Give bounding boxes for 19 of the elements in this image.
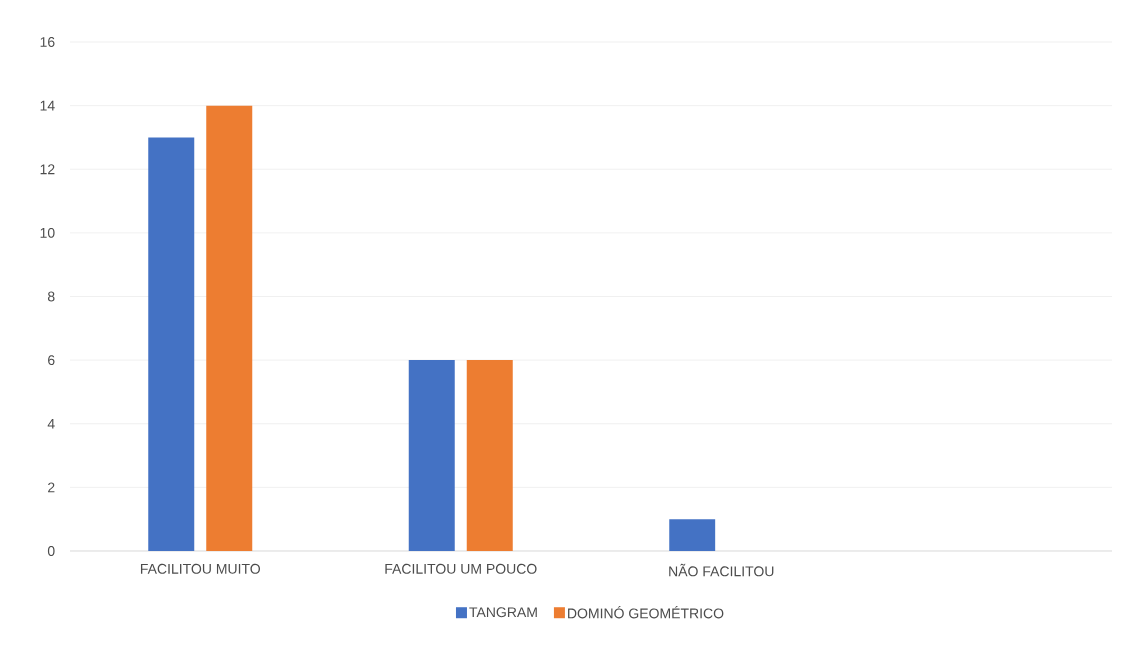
bar — [466, 360, 513, 551]
legend-label: TANGRAM — [469, 607, 537, 618]
y-tick-label: 0 — [47, 546, 55, 556]
y-tick-label: 14 — [40, 100, 55, 111]
x-tick-label: FACILITOU UM POUCO — [385, 563, 537, 574]
y-tick-label: 8 — [47, 291, 55, 302]
y-tick-label: 6 — [48, 355, 55, 366]
bar — [148, 137, 195, 551]
bar — [408, 360, 455, 551]
x-tick-label: NÃO FACILITOU — [669, 563, 774, 577]
y-tick-label: 12 — [40, 164, 55, 175]
legend-label: DOMINÓ GEOMÉTRICO — [568, 606, 724, 619]
y-tick-label: 2 — [48, 482, 55, 493]
y-tick-label: 10 — [40, 227, 55, 238]
x-tick-label: FACILITOU MUITO — [140, 563, 261, 574]
y-tick-label: 4 — [47, 418, 55, 429]
bar — [669, 519, 716, 551]
bar — [206, 105, 253, 551]
y-tick-label: 16 — [40, 37, 55, 47]
